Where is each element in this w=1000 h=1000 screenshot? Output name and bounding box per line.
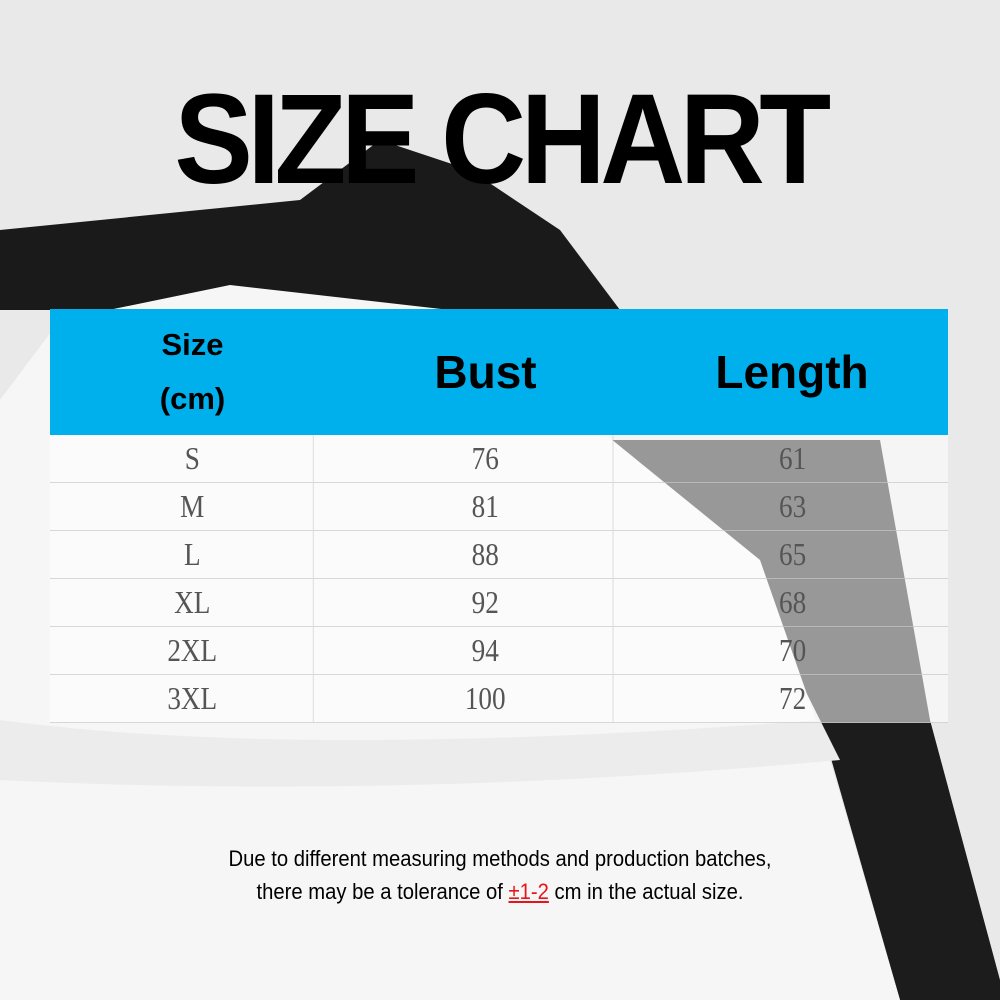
cell-size: 2XL xyxy=(71,627,314,674)
note-line-1: Due to different measuring methods and p… xyxy=(228,846,772,871)
table-header: Size (cm) Bust Length xyxy=(50,309,948,435)
header-length: Length xyxy=(715,346,869,398)
cell-bust: 76 xyxy=(358,435,615,482)
cell-size: M xyxy=(71,483,314,530)
black-garment xyxy=(0,140,620,310)
table-row: 2XL 94 70 xyxy=(50,627,948,675)
cell-size: XL xyxy=(71,579,314,626)
cell-bust: 92 xyxy=(358,579,615,626)
header-bust: Bust xyxy=(434,346,537,398)
page-title: SIZE CHART xyxy=(174,68,831,211)
cell-bust: 88 xyxy=(358,531,615,578)
cell-length: 68 xyxy=(778,584,806,620)
note-line-2: there may be a tolerance of ±1-2 cm in t… xyxy=(40,875,960,908)
tolerance-value: ±1-2 xyxy=(508,879,549,904)
cell-length: 70 xyxy=(778,632,806,668)
cell-length: 72 xyxy=(778,680,806,716)
cell-size: L xyxy=(71,531,314,578)
note-text: cm in the actual size. xyxy=(548,879,744,904)
cell-bust: 100 xyxy=(358,675,615,722)
cell-length: 63 xyxy=(778,488,806,524)
table-body: S 76 61 M 81 63 L 88 65 XL 92 68 2XL 94 70 3XL 100 72 xyxy=(50,435,948,723)
header-size-label: Size xyxy=(161,327,224,362)
fabric-shadow xyxy=(0,720,840,787)
table-row: XL 92 68 xyxy=(50,579,948,627)
table-row: L 88 65 xyxy=(50,531,948,579)
size-table: Size (cm) Bust Length S 76 61 M 81 63 L 88 65 XL 9… xyxy=(50,309,948,723)
header-size: Size (cm) xyxy=(50,318,335,426)
cell-length: 65 xyxy=(778,536,806,572)
table-row: M 81 63 xyxy=(50,483,948,531)
note-text: there may be a tolerance of xyxy=(256,879,509,904)
cell-bust: 94 xyxy=(358,627,615,674)
table-row: S 76 61 xyxy=(50,435,948,483)
cell-bust: 81 xyxy=(358,483,615,530)
table-row: 3XL 100 72 xyxy=(50,675,948,723)
header-unit-label: (cm) xyxy=(159,381,226,416)
tolerance-note: Due to different measuring methods and p… xyxy=(40,842,960,908)
cell-length: 61 xyxy=(778,440,806,476)
cell-size: 3XL xyxy=(71,675,314,722)
cell-size: S xyxy=(71,435,314,482)
